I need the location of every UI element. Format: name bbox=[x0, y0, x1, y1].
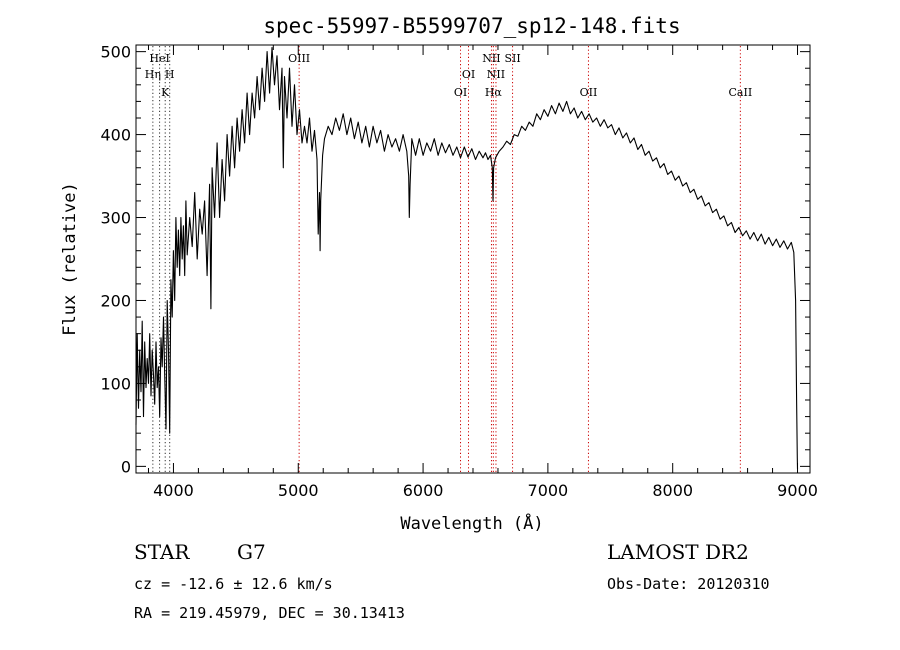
x-axis-ticks: 4000 5000 6000 7000 8000 9000 bbox=[147, 45, 818, 500]
y-tick-label: 400 bbox=[100, 126, 131, 145]
x-tick-label: 8000 bbox=[652, 481, 693, 500]
x-tick-label: 7000 bbox=[528, 481, 569, 500]
y-tick-label: 500 bbox=[100, 43, 131, 62]
y-tick-label: 100 bbox=[100, 374, 131, 393]
y-axis-ticks: 0 100 200 300 400 500 bbox=[100, 43, 810, 476]
x-tick-label: 9000 bbox=[777, 481, 818, 500]
line-label-6: OI bbox=[462, 68, 475, 81]
spectral-line-markers bbox=[152, 46, 741, 472]
spectrum-line bbox=[135, 46, 799, 469]
y-axis-label: Flux (relative) bbox=[60, 182, 80, 336]
redshift-velocity: cz = -12.6 ± 12.6 km/s bbox=[134, 575, 333, 593]
line-label-10: SII bbox=[504, 52, 520, 65]
line-label-8: NII bbox=[487, 68, 505, 81]
x-axis-label: Wavelength (Å) bbox=[400, 512, 543, 534]
chart-title: spec-55997-B5599707_sp12-148.fits bbox=[263, 14, 680, 38]
line-label-5: OI bbox=[454, 86, 467, 99]
survey-name: LAMOST DR2 bbox=[607, 540, 749, 564]
line-label-4: OIII bbox=[288, 52, 310, 65]
line-label-11: OII bbox=[580, 86, 598, 99]
line-label-9: Hα bbox=[485, 86, 503, 99]
observation-date: Obs-Date: 20120310 bbox=[607, 575, 770, 593]
spectral-line-labels: HeI Hη HK OIII OI OI NII NII Hα SII OII CaII bbox=[145, 52, 752, 99]
ra-dec-coordinates: RA = 219.45979, DEC = 30.13413 bbox=[134, 604, 405, 622]
object-subclass: G7 bbox=[237, 540, 266, 564]
plot-frame bbox=[135, 44, 811, 474]
line-label-12: CaII bbox=[729, 86, 753, 99]
line-label-7: NII bbox=[482, 52, 500, 65]
line-label-2: H bbox=[165, 68, 175, 81]
x-tick-label: 6000 bbox=[403, 481, 444, 500]
x-tick-label: 5000 bbox=[278, 481, 319, 500]
x-tick-label: 4000 bbox=[153, 481, 194, 500]
y-tick-label: 300 bbox=[100, 209, 131, 228]
y-tick-label: 200 bbox=[100, 291, 131, 310]
line-label-0: HeI bbox=[149, 52, 169, 65]
line-label-3: K bbox=[161, 86, 170, 99]
object-class: STAR bbox=[134, 540, 190, 564]
line-label-1: Hη bbox=[145, 68, 161, 81]
y-tick-label: 0 bbox=[121, 457, 131, 476]
